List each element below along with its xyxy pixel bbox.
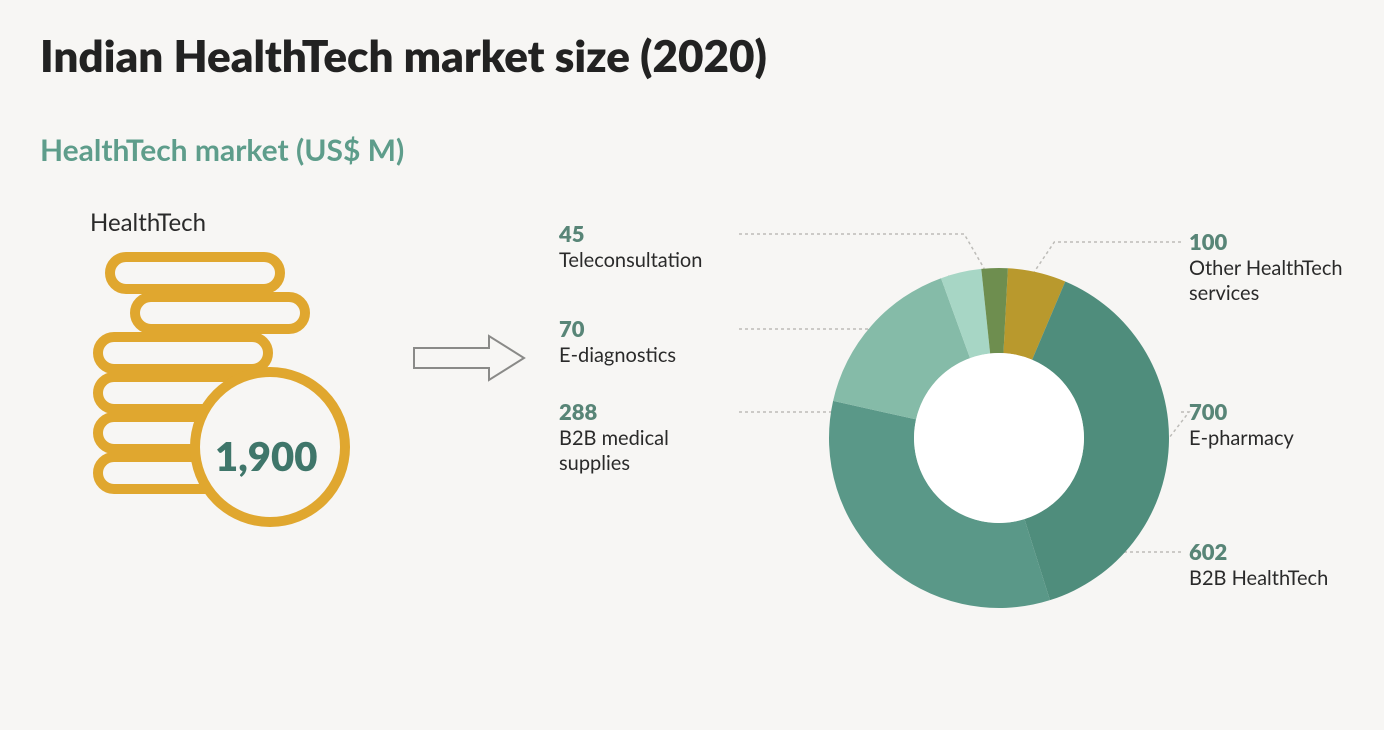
infographic-container: Indian HealthTech market size (2020) Hea… <box>0 0 1384 730</box>
segment-label: 100Other HealthTech services <box>1189 228 1369 306</box>
segment-value: 602 <box>1189 538 1369 566</box>
segment-name: E-pharmacy <box>1189 426 1294 450</box>
icon-label: HealthTech <box>90 208 389 237</box>
segment-name: E-diagnostics <box>559 343 676 367</box>
segment-name: B2B medical supplies <box>559 426 669 475</box>
segment-label: 288B2B medical supplies <box>559 398 739 476</box>
arrow-icon <box>409 328 529 392</box>
segment-label: 602B2B HealthTech <box>1189 538 1369 591</box>
segment-value: 100 <box>1189 228 1369 256</box>
coins-icon: 1,900 <box>80 247 360 527</box>
segment-value: 700 <box>1189 398 1369 426</box>
segment-value: 70 <box>559 315 739 343</box>
chart-subtitle: HealthTech market (US$ M) <box>40 132 1344 168</box>
content-row: HealthTech 1,900 <box>40 208 1344 668</box>
segment-label: 700E-pharmacy <box>1189 398 1369 451</box>
segment-name: Teleconsultation <box>559 248 702 272</box>
segment-value: 45 <box>559 220 739 248</box>
total-value: 1,900 <box>215 432 317 480</box>
donut-chart-area: 100Other HealthTech services700E-pharmac… <box>549 208 1344 668</box>
segment-name: B2B HealthTech <box>1189 566 1328 590</box>
total-block: HealthTech 1,900 <box>40 208 389 527</box>
segment-name: Other HealthTech services <box>1189 256 1343 305</box>
donut-chart <box>819 258 1179 618</box>
segment-label: 45Teleconsultation <box>559 220 739 273</box>
segment-label: 70E-diagnostics <box>559 315 739 368</box>
page-title: Indian HealthTech market size (2020) <box>40 30 1344 82</box>
segment-value: 288 <box>559 398 739 426</box>
